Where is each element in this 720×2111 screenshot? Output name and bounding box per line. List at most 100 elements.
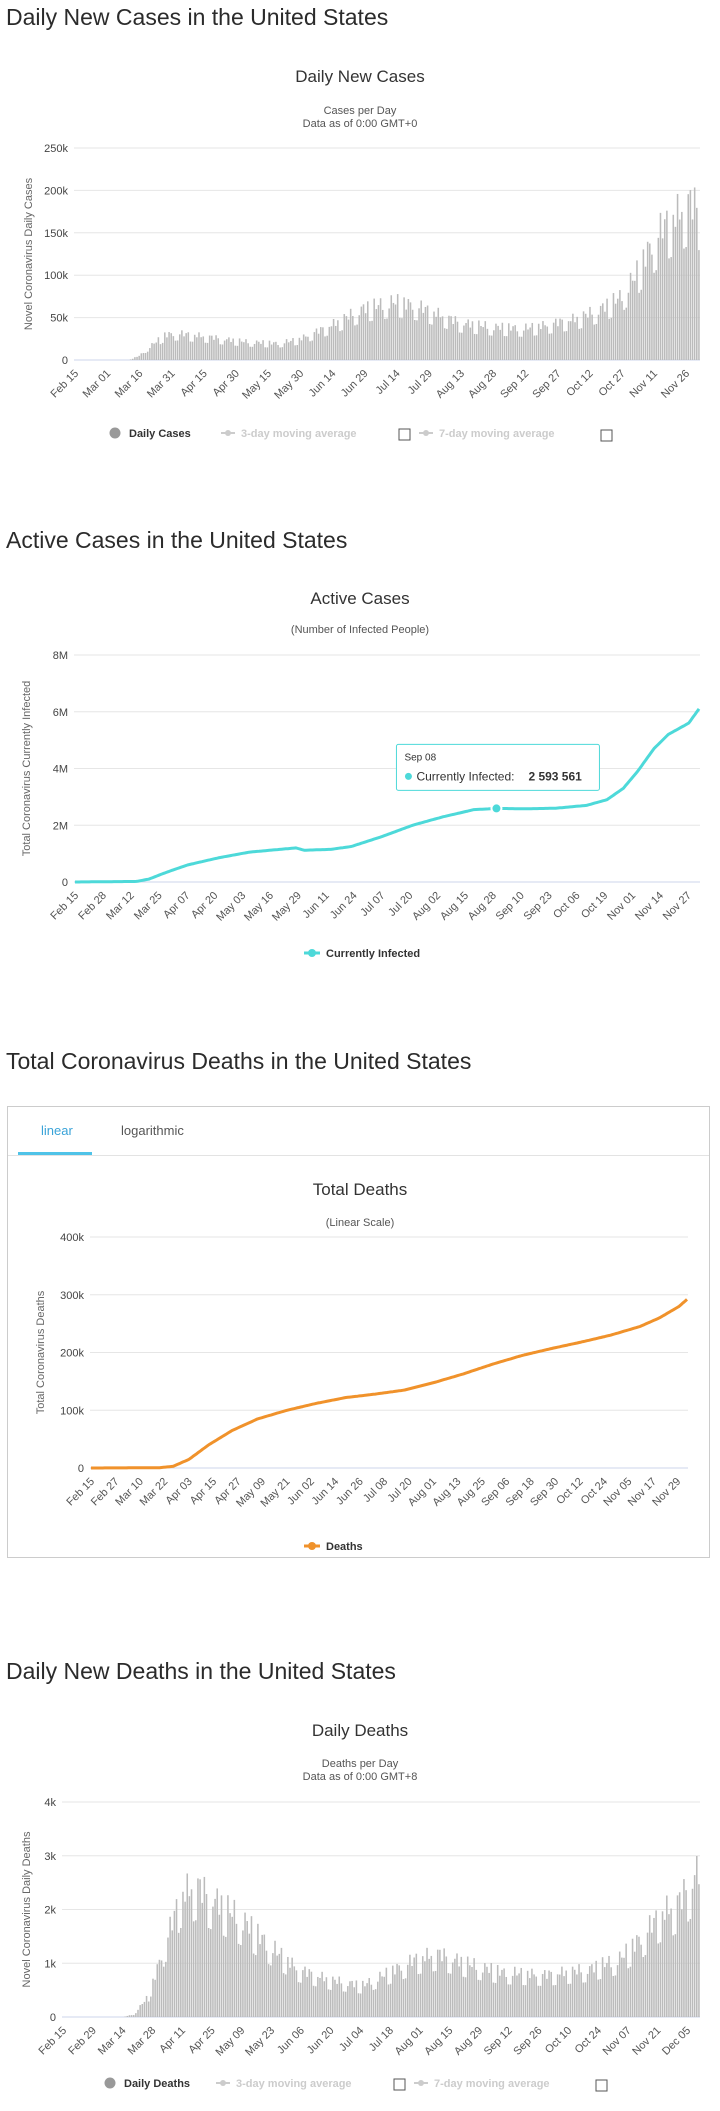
moving-average-checkbox[interactable] xyxy=(595,2079,608,2092)
bar xyxy=(396,1963,398,2017)
bar xyxy=(687,1921,689,2017)
moving-average-checkbox[interactable] xyxy=(600,429,613,442)
y-tick-label: 250k xyxy=(44,143,68,155)
y-tick-label: 3k xyxy=(44,1851,56,1863)
bar xyxy=(242,1930,244,2017)
bar xyxy=(409,1954,411,2017)
bar xyxy=(327,1989,330,2017)
bar xyxy=(345,316,348,360)
chart-title: Daily New Cases xyxy=(295,67,424,86)
bar xyxy=(668,258,670,360)
x-tick-label: Jun 20 xyxy=(305,2025,337,2057)
bar xyxy=(518,1973,520,2017)
bar xyxy=(166,337,168,360)
bar xyxy=(576,1974,578,2017)
bar xyxy=(139,2005,141,2017)
bar xyxy=(546,1978,548,2017)
bar xyxy=(445,1956,448,2017)
moving-average-checkbox[interactable] xyxy=(398,428,411,441)
bar xyxy=(165,1961,167,2017)
x-tick-label: Mar 14 xyxy=(96,2025,129,2058)
bar xyxy=(171,1930,174,2017)
bar xyxy=(646,241,649,360)
bar xyxy=(604,311,606,360)
x-tick-label: Mar 31 xyxy=(145,368,178,401)
bar xyxy=(644,1955,647,2017)
bar xyxy=(599,1979,602,2017)
bar xyxy=(155,342,158,360)
x-tick-label: Nov 21 xyxy=(630,2025,663,2058)
bar xyxy=(297,1982,300,2017)
bar xyxy=(550,333,553,360)
x-tick-label: Oct 27 xyxy=(596,368,627,399)
chart-title: Daily Deaths xyxy=(312,1721,408,1740)
tab-logarithmic[interactable]: logarithmic xyxy=(121,1123,184,1138)
bar xyxy=(161,342,164,360)
bar xyxy=(266,347,269,360)
bar xyxy=(160,1960,163,2017)
bar xyxy=(488,335,491,360)
x-tick-label: Nov 11 xyxy=(627,368,660,401)
bar xyxy=(246,1921,248,2017)
x-tick-label: Nov 01 xyxy=(605,890,638,923)
bar xyxy=(135,2013,137,2017)
bar xyxy=(508,323,510,360)
bar xyxy=(207,1927,210,2017)
bar xyxy=(154,1979,156,2017)
x-tick-label: Aug 29 xyxy=(452,2025,485,2058)
y-tick-label: 4k xyxy=(44,1797,56,1809)
bar xyxy=(170,333,172,360)
bar xyxy=(146,351,149,360)
legend-marker xyxy=(308,1542,316,1550)
x-tick-label: Sep 12 xyxy=(482,2025,515,2058)
bar xyxy=(537,1985,540,2017)
bar xyxy=(413,1957,415,2017)
bar xyxy=(312,1985,315,2017)
bar xyxy=(649,243,651,360)
bar xyxy=(518,336,521,360)
x-tick-label: Apr 30 xyxy=(211,368,242,399)
bar xyxy=(364,1986,366,2017)
bar xyxy=(574,322,576,360)
bar xyxy=(236,345,239,360)
bar xyxy=(469,327,472,360)
bar xyxy=(465,323,467,360)
bar xyxy=(417,1974,420,2017)
bar xyxy=(192,1921,195,2017)
bar xyxy=(614,1975,617,2017)
moving-average-checkbox[interactable] xyxy=(393,2078,406,2091)
bar xyxy=(362,1980,364,2017)
bar xyxy=(529,327,531,360)
tooltip-dot xyxy=(404,772,412,780)
bar xyxy=(406,1964,409,2017)
bar xyxy=(244,1912,246,2017)
bar xyxy=(424,306,427,360)
tab-linear[interactable]: linear xyxy=(41,1123,73,1138)
y-tick-label: 8M xyxy=(53,650,68,662)
bar xyxy=(681,1909,683,2017)
bar xyxy=(488,1972,490,2017)
bar xyxy=(377,1981,379,2017)
bar xyxy=(201,1902,204,2017)
legend-label: 7-day moving average xyxy=(439,428,555,440)
bar xyxy=(479,1980,482,2017)
bar xyxy=(157,337,160,360)
chart-subtitle: Cases per Day xyxy=(324,105,397,117)
x-tick-label: Jun 24 xyxy=(328,890,360,922)
bar xyxy=(642,1957,645,2017)
bar xyxy=(142,353,145,360)
bar xyxy=(248,1933,251,2017)
bar xyxy=(434,1970,437,2017)
bar xyxy=(531,322,534,360)
bar xyxy=(169,1916,171,2017)
bar xyxy=(205,1894,208,2017)
bar xyxy=(302,334,305,360)
bar xyxy=(238,338,241,360)
bar xyxy=(599,305,602,360)
bar xyxy=(418,308,420,360)
bar xyxy=(661,1911,664,2017)
bar xyxy=(385,1967,388,2017)
bar xyxy=(469,1965,471,2017)
bar xyxy=(264,347,266,360)
